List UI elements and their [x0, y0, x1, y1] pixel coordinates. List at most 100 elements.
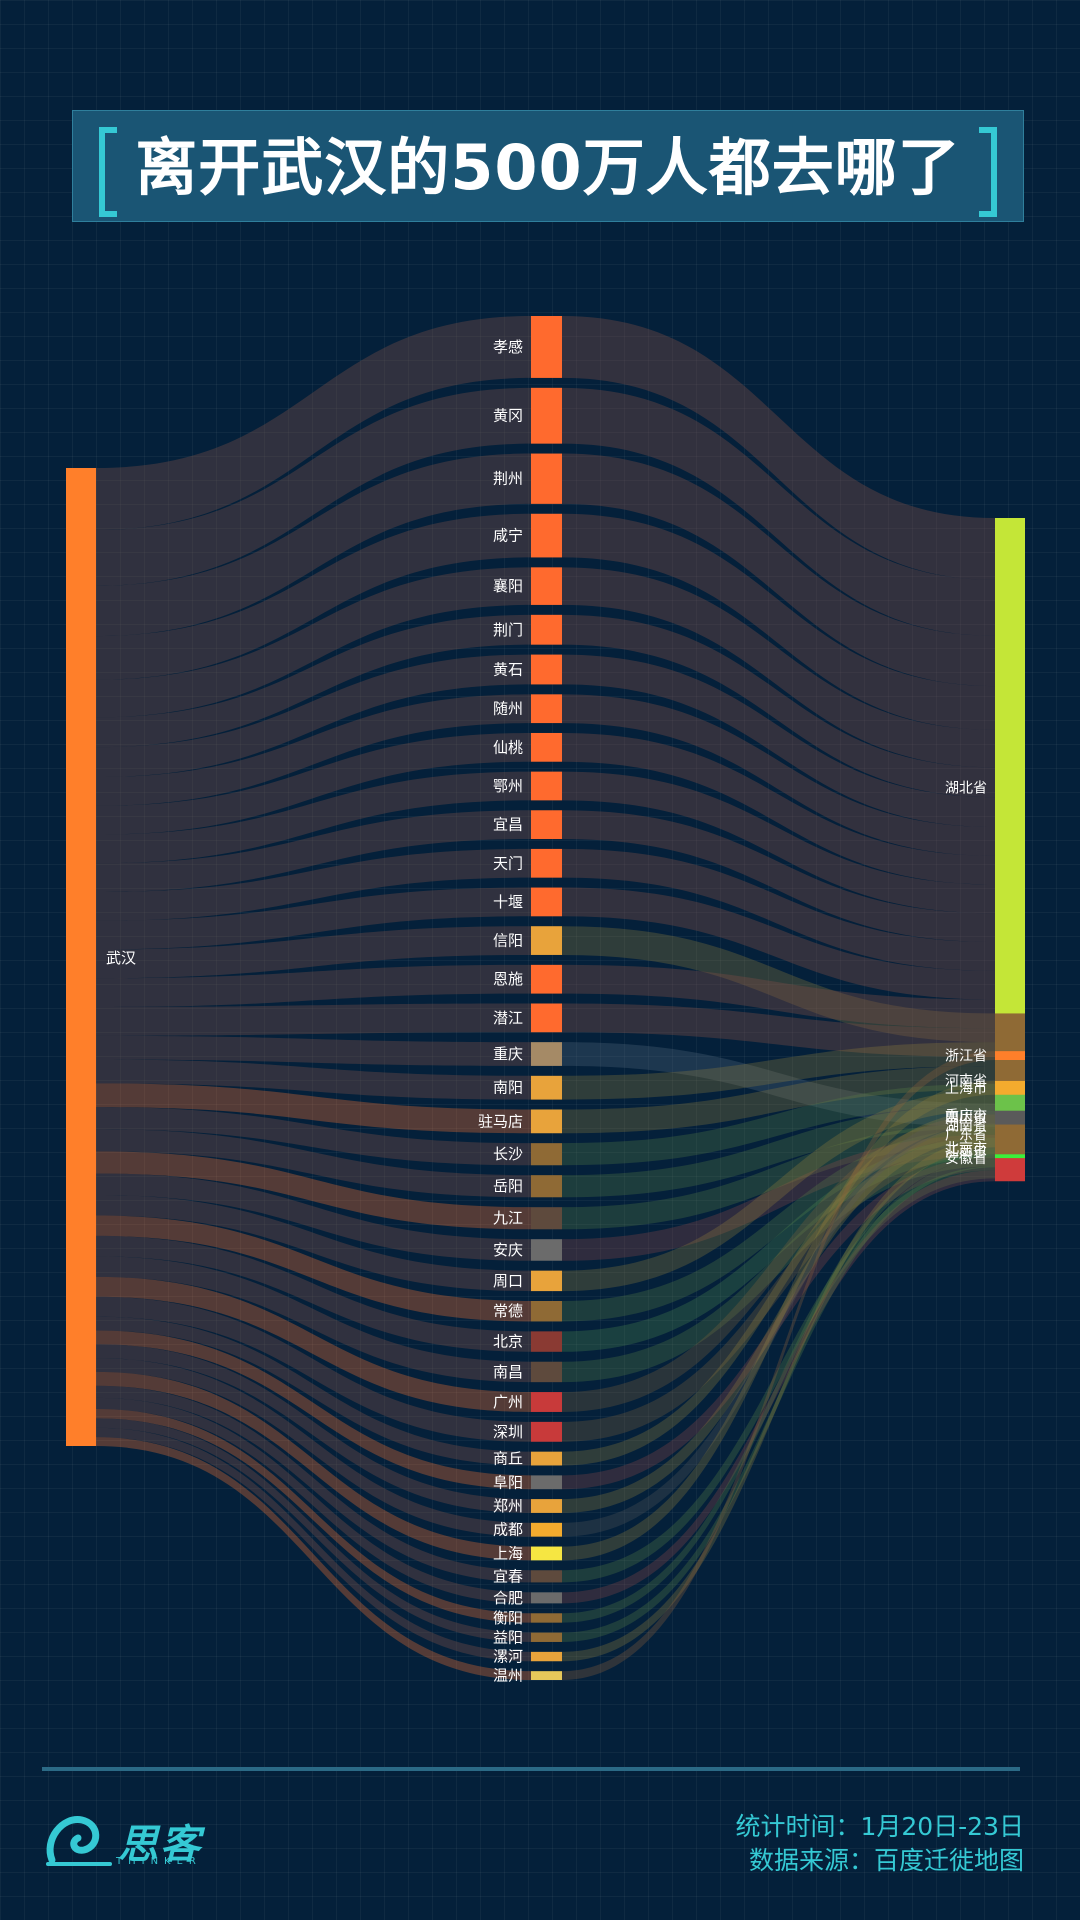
node-city-重庆 — [531, 1042, 562, 1066]
link-上海-上海市 — [562, 1080, 995, 1561]
node-city-宜春 — [531, 1570, 562, 1583]
node-city-安庆 — [531, 1239, 562, 1261]
label-city-广州: 广州 — [493, 1393, 523, 1411]
data-source: 数据来源：百度迁徙地图 — [748, 1846, 1024, 1875]
label-city-咸宁: 咸宁 — [493, 527, 523, 545]
node-city-荆门 — [531, 614, 562, 645]
link-wuhan-荆州 — [96, 453, 531, 637]
link-衡阳-湖南省 — [562, 1148, 995, 1623]
node-city-岳阳 — [531, 1175, 562, 1198]
logo-text: 思客 — [118, 1822, 202, 1868]
right-bracket — [979, 127, 997, 217]
link-wuhan-益阳 — [96, 1418, 531, 1642]
node-city-深圳 — [531, 1421, 562, 1442]
link-荆州-湖北省 — [562, 453, 995, 687]
label-city-宜昌: 宜昌 — [493, 816, 523, 834]
label-province-湖南省: 湖南省 — [945, 1119, 987, 1135]
link-wuhan-长沙 — [96, 1107, 531, 1166]
label-city-深圳: 深圳 — [493, 1423, 523, 1441]
link-wuhan-驻马店 — [96, 1083, 531, 1134]
link-重庆-重庆市 — [562, 1042, 995, 1128]
link-wuhan-常德 — [96, 1215, 531, 1322]
label-city-成都: 成都 — [493, 1521, 523, 1539]
sankey-nodes — [66, 316, 1025, 1680]
link-wuhan-随州 — [96, 694, 531, 806]
link-wuhan-九江 — [96, 1151, 531, 1230]
node-city-温州 — [531, 1671, 562, 1680]
label-city-南阳: 南阳 — [493, 1079, 523, 1097]
stat-time: 统计时间：1月20日-23日 — [735, 1812, 1024, 1841]
link-安庆-安徽省 — [562, 1134, 995, 1261]
label-province-重庆市: 重庆市 — [945, 1108, 987, 1125]
label-province-四川省: 四川省 — [945, 1111, 987, 1127]
label-city-鄂州: 鄂州 — [493, 777, 523, 795]
node-province-四川省 — [995, 1110, 1025, 1125]
sankey-labels: 武汉 孝感黄冈荆州咸宁襄阳荆门黄石随州仙桃鄂州宜昌天门十堰信阳恩施潜江重庆南阳驻马… — [106, 338, 987, 1685]
label-city-荆州: 荆州 — [493, 470, 523, 488]
label-city-北京: 北京 — [493, 1333, 523, 1351]
label-city-十堰: 十堰 — [493, 893, 523, 911]
label-city-商丘: 商丘 — [493, 1450, 523, 1468]
node-city-合肥 — [531, 1592, 562, 1604]
label-city-仙桃: 仙桃 — [493, 738, 523, 756]
label-city-南昌: 南昌 — [493, 1363, 523, 1381]
node-city-上海 — [531, 1546, 562, 1561]
label-city-衡阳: 衡阳 — [493, 1609, 523, 1627]
node-city-信阳 — [531, 926, 562, 955]
link-随州-湖北省 — [562, 694, 995, 856]
label-city-天门: 天门 — [493, 854, 523, 872]
label-city-黄石: 黄石 — [493, 661, 523, 679]
label-province-浙江省: 浙江省 — [945, 1049, 987, 1065]
node-city-漯河 — [531, 1651, 562, 1662]
link-wuhan-仙桃 — [96, 732, 531, 835]
label-city-九江: 九江 — [493, 1209, 523, 1227]
node-city-郑州 — [531, 1499, 562, 1513]
label-city-信阳: 信阳 — [493, 932, 523, 950]
link-黄石-湖北省 — [562, 654, 995, 828]
link-wuhan-深圳 — [96, 1296, 531, 1442]
link-wuhan-天门 — [96, 848, 531, 921]
link-黄冈-湖北省 — [562, 387, 995, 636]
link-益阳-湖南省 — [562, 1157, 995, 1642]
link-阜阳-安徽省 — [562, 1156, 995, 1490]
node-province-湖北省 — [995, 518, 1025, 1058]
link-wuhan-北京 — [96, 1235, 531, 1352]
node-city-南阳 — [531, 1075, 562, 1100]
link-wuhan-十堰 — [96, 887, 531, 950]
link-wuhan-荆门 — [96, 614, 531, 748]
label-city-孝感: 孝感 — [493, 338, 523, 356]
link-孝感-湖北省 — [562, 316, 995, 580]
node-wuhan — [66, 468, 96, 1446]
node-city-成都 — [531, 1522, 562, 1537]
link-合肥-安徽省 — [562, 1170, 995, 1604]
link-深圳-广东省 — [562, 1134, 995, 1442]
label-city-合肥: 合肥 — [493, 1589, 523, 1607]
node-province-上海市 — [995, 1080, 1025, 1095]
link-长沙-湖南省 — [562, 1083, 995, 1166]
link-wuhan-安庆 — [96, 1173, 531, 1261]
link-wuhan-南昌 — [96, 1256, 531, 1383]
link-wuhan-合肥 — [96, 1397, 531, 1604]
node-province-浙江省 — [995, 1051, 1025, 1060]
label-city-驻马店: 驻马店 — [478, 1112, 523, 1130]
node-city-常德 — [531, 1300, 562, 1322]
label-province-安徽省: 安徽省 — [945, 1151, 987, 1167]
node-city-黄石 — [531, 654, 562, 685]
link-wuhan-漯河 — [96, 1427, 531, 1662]
label-province-江西省: 江西省 — [945, 1144, 987, 1160]
link-wuhan-周口 — [96, 1195, 531, 1292]
node-city-天门 — [531, 848, 562, 878]
label-province-上海市: 上海市 — [945, 1080, 987, 1097]
link-常德-湖南省 — [562, 1128, 995, 1322]
link-北京-北京市 — [562, 1137, 995, 1352]
label-city-郑州: 郑州 — [493, 1497, 523, 1515]
page-title: 离开武汉的500万人都去哪了 — [135, 131, 961, 204]
link-wuhan-上海 — [96, 1371, 531, 1561]
link-wuhan-岳阳 — [96, 1129, 531, 1198]
link-仙桃-湖北省 — [562, 732, 995, 885]
node-city-黄冈 — [531, 387, 562, 444]
node-city-咸宁 — [531, 513, 562, 558]
link-九江-江西省 — [562, 1123, 995, 1230]
link-wuhan-咸宁 — [96, 513, 531, 680]
node-city-南昌 — [531, 1361, 562, 1383]
